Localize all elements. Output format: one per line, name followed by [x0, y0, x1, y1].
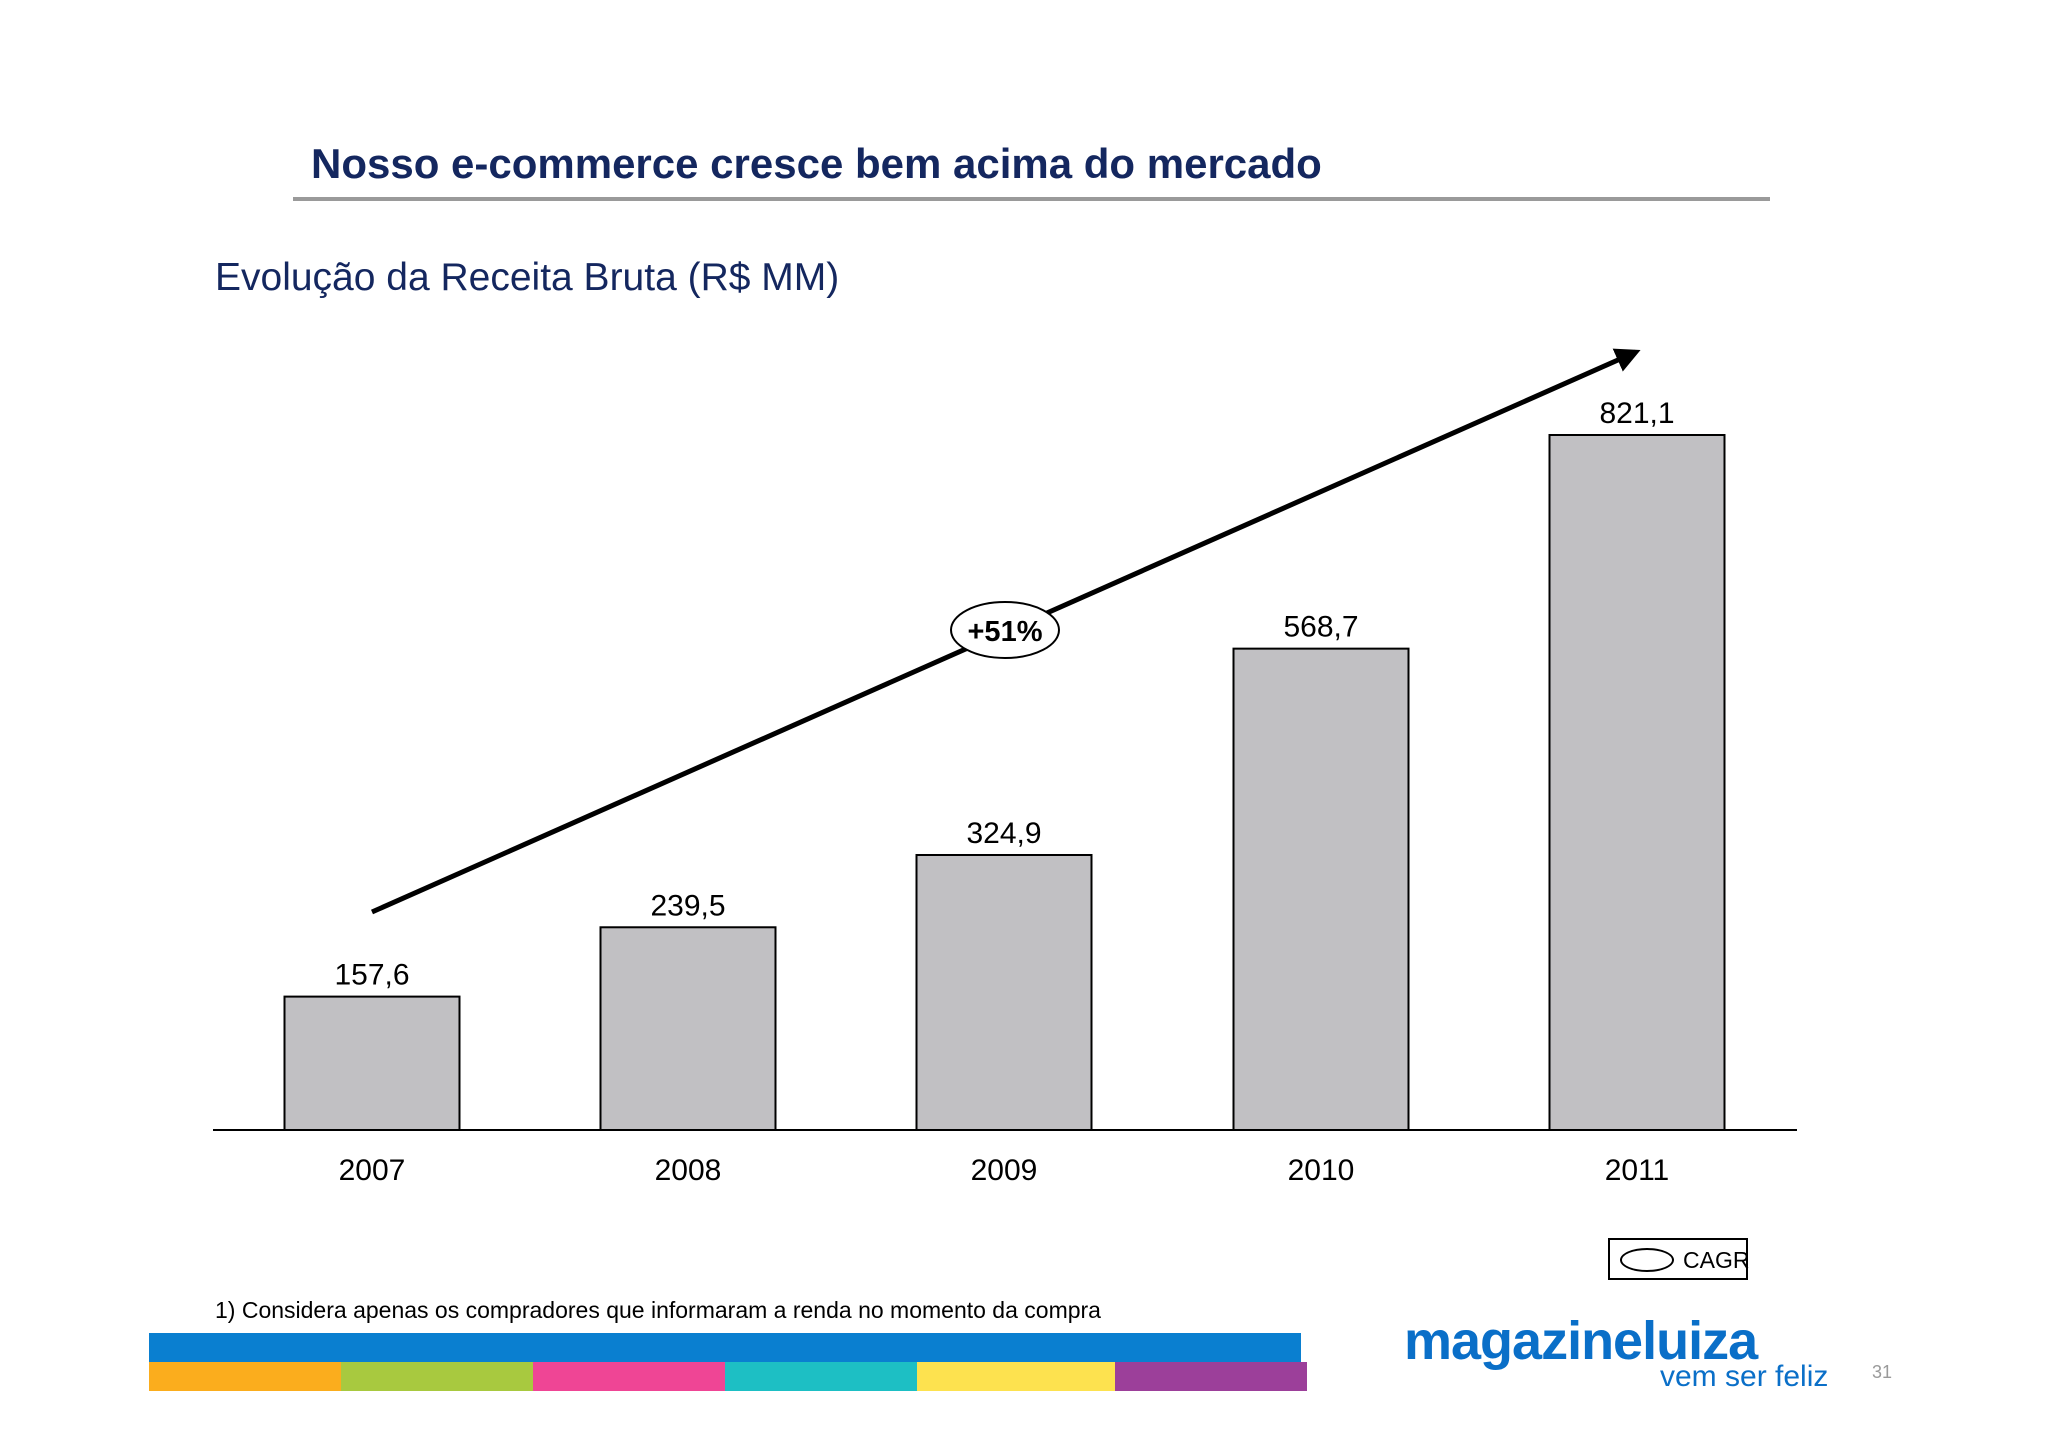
value-label-2011: 821,1 — [1599, 397, 1674, 430]
value-label-2010: 568,7 — [1283, 611, 1358, 644]
footer-stripe-4 — [725, 1362, 917, 1391]
bar-2011 — [1548, 434, 1726, 1131]
legend-label: CAGR — [1683, 1247, 1750, 1273]
slide-title: Nosso e-commerce cresce bem acima do mer… — [311, 140, 1322, 187]
footer-stripe-2 — [341, 1362, 533, 1391]
value-label-2007: 157,6 — [334, 959, 409, 992]
bar-2009 — [915, 853, 1093, 1131]
brand-tagline: vem ser feliz — [1660, 1360, 1829, 1393]
footer-stripe-1 — [149, 1362, 341, 1391]
value-label-2008: 239,5 — [650, 889, 725, 922]
brand-logo: magazineluiza — [1404, 1311, 1758, 1371]
footer-stripe-6 — [1115, 1362, 1307, 1391]
bar-2008 — [599, 926, 777, 1131]
legend: CAGR — [1608, 1238, 1750, 1280]
footer-blue-stripe — [149, 1333, 1301, 1362]
bar-2007 — [283, 995, 461, 1131]
x-tick-label-2007: 2007 — [339, 1154, 406, 1187]
legend-ellipse-icon — [1620, 1248, 1674, 1272]
footer-color-stripes — [149, 1362, 1307, 1391]
footnote: 1) Considera apenas os compradores que i… — [215, 1297, 1101, 1323]
cagr-label: +51% — [968, 616, 1043, 648]
cagr-ellipse — [950, 601, 1060, 659]
title-divider — [293, 197, 1770, 201]
value-label-2009: 324,9 — [966, 817, 1041, 850]
x-tick-label-2011: 2011 — [1605, 1154, 1670, 1187]
footer-stripe-3 — [533, 1362, 725, 1391]
x-tick-label-2009: 2009 — [971, 1154, 1038, 1187]
footer-stripe-5 — [917, 1362, 1115, 1391]
x-tick-label-2008: 2008 — [655, 1154, 722, 1187]
x-tick-label-2010: 2010 — [1288, 1154, 1355, 1187]
page-number: 31 — [1872, 1362, 1893, 1382]
bar-2010 — [1232, 647, 1410, 1131]
chart-title: Evolução da Receita Bruta (R$ MM) — [215, 256, 840, 299]
